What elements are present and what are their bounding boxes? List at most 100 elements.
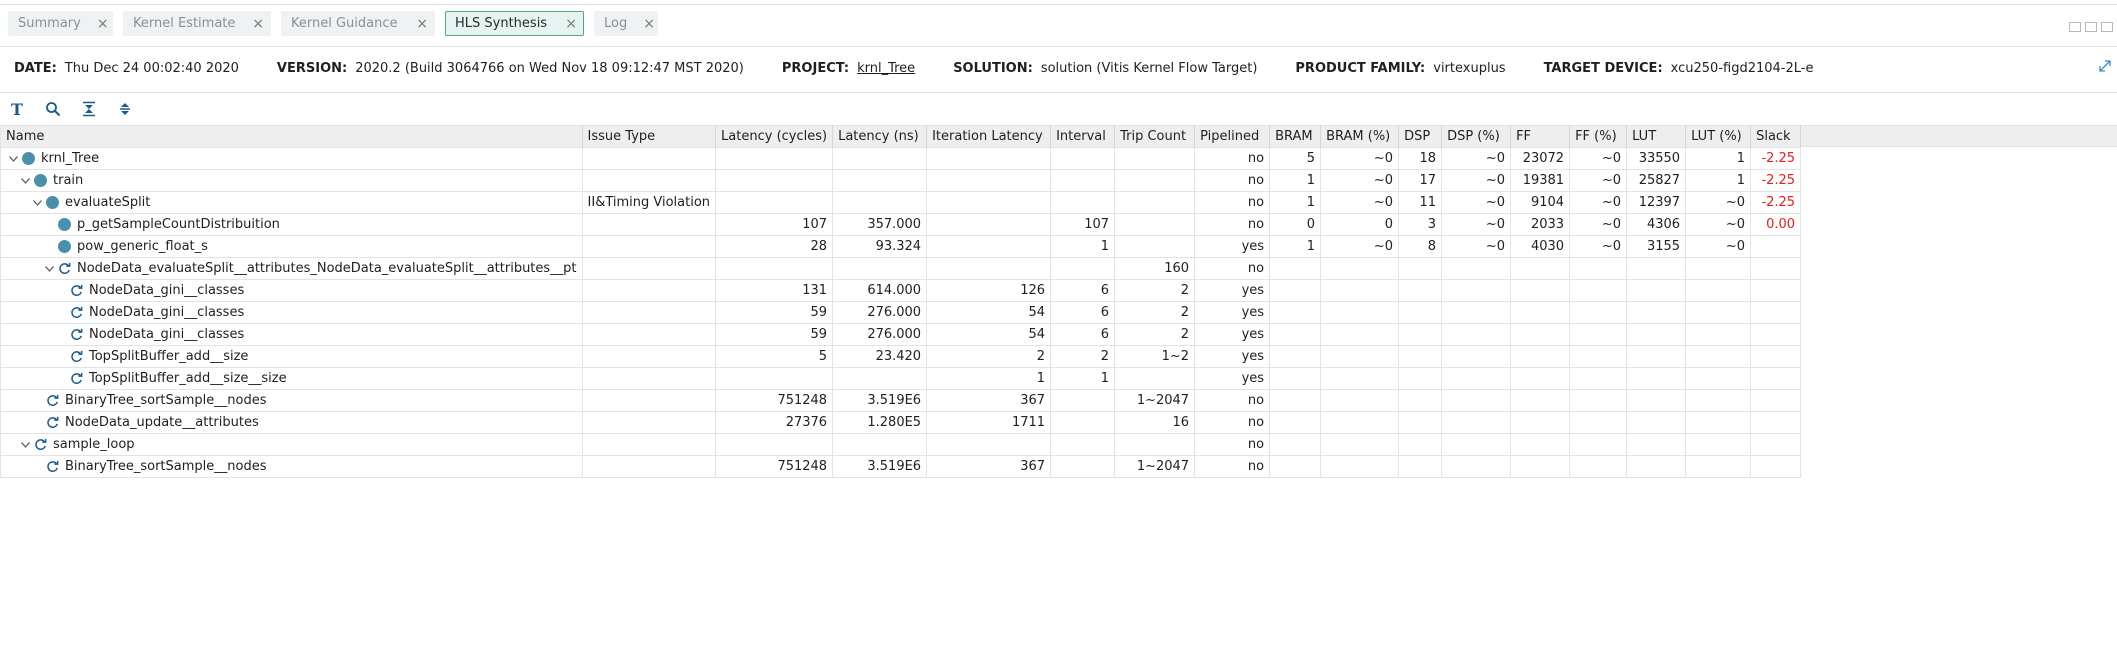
table-row[interactable]: TopSplitBuffer_add__size__size 1 1 yes	[0, 367, 1802, 390]
tab-kernel-guidance[interactable]: Kernel Guidance ×	[281, 11, 435, 36]
col-header-pipelined[interactable]: Pipelined	[1194, 125, 1271, 148]
tab-label: Summary	[18, 16, 81, 31]
cell-name[interactable]: NodeData_gini__classes	[0, 301, 583, 324]
cell-dsp-pct	[1441, 389, 1512, 412]
restore-icon[interactable]	[2085, 22, 2097, 32]
cell-pipelined: yes	[1194, 367, 1271, 390]
cell-interval	[1050, 191, 1116, 214]
table-row[interactable]: NodeData_evaluateSplit__attributes_NodeD…	[0, 257, 1802, 280]
col-header-bram[interactable]: BRAM	[1269, 125, 1322, 148]
row-name-label: TopSplitBuffer_add__size	[89, 349, 249, 364]
tab-hls-synthesis[interactable]: HLS Synthesis ×	[445, 11, 584, 36]
cell-interval: 6	[1050, 301, 1116, 324]
function-icon	[46, 196, 59, 209]
table-row[interactable]: NodeData_gini__classes 59 276.000 54 6 2 yes	[0, 301, 1802, 324]
table-row[interactable]: pow_generic_float_s 28 93.324 1 yes 1 ~0 8 ~0 403…	[0, 235, 1802, 258]
cell-dsp-pct: ~0	[1441, 235, 1512, 258]
cell-name[interactable]: BinaryTree_sortSample__nodes	[0, 455, 583, 478]
col-header-lut[interactable]: LUT	[1626, 125, 1687, 148]
table-row[interactable]: sample_loop no	[0, 433, 1802, 456]
col-header-dsp[interactable]: DSP	[1398, 125, 1443, 148]
close-icon[interactable]: ×	[416, 15, 428, 32]
col-header-latency-cycles[interactable]: Latency (cycles)	[715, 125, 834, 148]
cell-name[interactable]: NodeData_update__attributes	[0, 411, 583, 434]
table-row[interactable]: NodeData_gini__classes 131 614.000 126 6 2 yes	[0, 279, 1802, 302]
maximize-icon[interactable]	[2101, 22, 2113, 32]
cell-bram-pct	[1320, 279, 1400, 302]
close-icon[interactable]: ×	[252, 15, 264, 32]
table-row[interactable]: BinaryTree_sortSample__nodes 751248 3.519E…	[0, 389, 1802, 412]
col-header-dsp-pct[interactable]: DSP (%)	[1441, 125, 1512, 148]
cell-iteration-latency: 367	[926, 389, 1052, 412]
table-row[interactable]: BinaryTree_sortSample__nodes 751248 3.519E…	[0, 455, 1802, 478]
col-header-latency-ns[interactable]: Latency (ns)	[832, 125, 928, 148]
col-header-ff-pct[interactable]: FF (%)	[1569, 125, 1628, 148]
table-row[interactable]: NodeData_gini__classes 59 276.000 54 6 2 yes	[0, 323, 1802, 346]
cell-dsp-pct	[1441, 455, 1512, 478]
col-header-name[interactable]: Name	[0, 125, 583, 148]
cell-name[interactable]: TopSplitBuffer_add__size	[0, 345, 583, 368]
table-row[interactable]: evaluateSplit II&Timing Violation no 1 ~0 11 ~…	[0, 191, 1802, 214]
search-icon[interactable]	[42, 98, 64, 120]
col-header-trip-count[interactable]: Trip Count	[1114, 125, 1196, 148]
cell-ff-pct: ~0	[1569, 191, 1628, 214]
cell-name[interactable]: train	[0, 169, 583, 192]
cell-name[interactable]: NodeData_evaluateSplit__attributes_NodeD…	[0, 257, 583, 280]
table-row[interactable]: NodeData_update__attributes 27376 1.280E5 1…	[0, 411, 1802, 434]
cell-bram: 1	[1269, 235, 1322, 258]
cell-name[interactable]: pow_generic_float_s	[0, 235, 583, 258]
text-format-icon[interactable]: T	[11, 99, 23, 119]
minimize-icon[interactable]	[2069, 22, 2081, 32]
cell-dsp-pct	[1441, 367, 1512, 390]
project-link[interactable]: krnl_Tree	[857, 60, 916, 76]
collapse-all-icon[interactable]	[78, 98, 100, 120]
expand-view-icon[interactable]	[2099, 60, 2111, 76]
row-name-label: krnl_Tree	[41, 151, 100, 166]
cell-bram	[1269, 257, 1322, 280]
col-header-interval[interactable]: Interval	[1050, 125, 1116, 148]
col-header-slack[interactable]: Slack	[1750, 125, 1802, 148]
chevron-down-icon[interactable]	[6, 155, 20, 162]
cell-lut-pct	[1685, 433, 1752, 456]
cell-lut: 3155	[1626, 235, 1687, 258]
cell-name[interactable]: krnl_Tree	[0, 147, 583, 170]
close-icon[interactable]: ×	[643, 15, 655, 32]
cell-bram: 5	[1269, 147, 1322, 170]
cell-dsp	[1398, 323, 1443, 346]
close-icon[interactable]: ×	[96, 15, 109, 32]
cell-name[interactable]: p_getSampleCountDistribuition	[0, 213, 583, 236]
tab-summary[interactable]: Summary ×	[8, 11, 113, 36]
cell-pipelined: no	[1194, 213, 1271, 236]
tab-log[interactable]: Log ×	[594, 11, 658, 36]
cell-name[interactable]: NodeData_gini__classes	[0, 279, 583, 302]
row-name-label: NodeData_evaluateSplit__attributes_NodeD…	[77, 261, 577, 276]
cell-name[interactable]: BinaryTree_sortSample__nodes	[0, 389, 583, 412]
col-header-lut-pct[interactable]: LUT (%)	[1685, 125, 1752, 148]
table-row[interactable]: train no 1 ~0 17 ~0 19381 ~0 25827 1 -2.25	[0, 169, 1802, 192]
cell-latency-cycles: 59	[715, 301, 834, 324]
cell-ff	[1510, 279, 1571, 302]
tab-label: Log	[604, 16, 628, 31]
chevron-down-icon[interactable]	[42, 265, 56, 272]
col-header-bram-pct[interactable]: BRAM (%)	[1320, 125, 1400, 148]
expand-all-icon[interactable]	[114, 98, 136, 120]
chevron-down-icon[interactable]	[18, 441, 32, 448]
cell-lut	[1626, 279, 1687, 302]
cell-name[interactable]: sample_loop	[0, 433, 583, 456]
table-row[interactable]: TopSplitBuffer_add__size 5 23.420 2 2 1~2 yes	[0, 345, 1802, 368]
col-header-iteration-latency[interactable]: Iteration Latency	[926, 125, 1052, 148]
table-row[interactable]: p_getSampleCountDistribuition 107 357.000 1…	[0, 213, 1802, 236]
cell-latency-ns	[832, 169, 928, 192]
chevron-down-icon[interactable]	[18, 177, 32, 184]
cell-name[interactable]: evaluateSplit	[0, 191, 583, 214]
cell-name[interactable]: NodeData_gini__classes	[0, 323, 583, 346]
col-header-ff[interactable]: FF	[1510, 125, 1571, 148]
cell-ff: 4030	[1510, 235, 1571, 258]
col-header-issue-type[interactable]: Issue Type	[581, 125, 717, 148]
cell-slack	[1750, 433, 1802, 456]
chevron-down-icon[interactable]	[30, 199, 44, 206]
tab-kernel-estimate[interactable]: Kernel Estimate ×	[123, 11, 271, 36]
cell-name[interactable]: TopSplitBuffer_add__size__size	[0, 367, 583, 390]
close-icon[interactable]: ×	[565, 15, 577, 32]
table-row[interactable]: krnl_Tree no 5 ~0 18 ~0 23072 ~0 33550 1 -2.25	[0, 147, 1802, 170]
